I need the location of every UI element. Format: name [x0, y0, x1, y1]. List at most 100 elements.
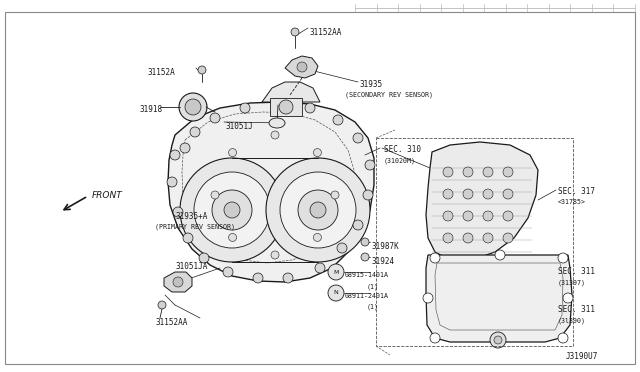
Circle shape [291, 28, 299, 36]
Circle shape [179, 93, 207, 121]
Circle shape [228, 148, 237, 157]
Circle shape [490, 332, 506, 348]
Bar [270, 98, 302, 116]
Circle shape [563, 293, 573, 303]
Circle shape [463, 189, 473, 199]
Circle shape [483, 167, 493, 177]
Text: N: N [333, 291, 339, 295]
Text: SEC. 310: SEC. 310 [384, 145, 421, 154]
Circle shape [190, 127, 200, 137]
Text: 31935+A: 31935+A [175, 212, 207, 221]
Circle shape [503, 189, 513, 199]
Text: (PRIMARY REV SENSOR): (PRIMARY REV SENSOR) [155, 224, 235, 231]
Text: 31924: 31924 [372, 257, 395, 266]
Circle shape [314, 148, 321, 157]
Circle shape [315, 263, 325, 273]
Circle shape [463, 167, 473, 177]
Text: 08911-2401A: 08911-2401A [345, 293, 389, 299]
Text: <31785>: <31785> [558, 199, 586, 205]
Circle shape [310, 202, 326, 218]
Polygon shape [168, 102, 374, 282]
Text: 08915-1401A: 08915-1401A [345, 272, 389, 278]
Circle shape [503, 211, 513, 221]
Circle shape [443, 189, 453, 199]
Circle shape [328, 285, 344, 301]
Circle shape [558, 333, 568, 343]
Text: (1): (1) [367, 283, 379, 289]
Circle shape [558, 253, 568, 263]
Circle shape [494, 336, 502, 344]
Circle shape [266, 158, 370, 262]
Circle shape [443, 211, 453, 221]
Text: 31987K: 31987K [372, 242, 400, 251]
Text: (SECONDARY REV SENSOR): (SECONDARY REV SENSOR) [345, 92, 433, 99]
Circle shape [503, 167, 513, 177]
Text: 31051J: 31051J [226, 122, 253, 131]
Text: SEC. 311: SEC. 311 [558, 305, 595, 314]
Circle shape [495, 335, 505, 345]
Circle shape [253, 273, 263, 283]
Circle shape [430, 253, 440, 263]
Circle shape [483, 211, 493, 221]
Circle shape [279, 100, 293, 114]
Circle shape [331, 191, 339, 199]
Circle shape [240, 103, 250, 113]
Circle shape [361, 238, 369, 246]
Text: (31020M): (31020M) [384, 157, 416, 164]
Circle shape [305, 103, 315, 113]
Circle shape [353, 133, 363, 143]
Circle shape [185, 99, 201, 115]
Text: 31152AA: 31152AA [310, 28, 342, 37]
Polygon shape [262, 82, 320, 102]
Circle shape [199, 253, 209, 263]
Text: 31152A: 31152A [148, 68, 176, 77]
Text: SEC. 317: SEC. 317 [558, 187, 595, 196]
Circle shape [180, 158, 284, 262]
Circle shape [365, 160, 375, 170]
Circle shape [363, 190, 373, 200]
Polygon shape [285, 56, 318, 78]
Circle shape [298, 190, 338, 230]
Text: (1): (1) [367, 304, 379, 311]
Circle shape [483, 189, 493, 199]
Circle shape [483, 233, 493, 243]
Polygon shape [426, 142, 538, 260]
Polygon shape [164, 272, 192, 292]
Polygon shape [426, 255, 572, 342]
Circle shape [353, 220, 363, 230]
Circle shape [228, 233, 237, 241]
Circle shape [283, 273, 293, 283]
Circle shape [297, 62, 307, 72]
Circle shape [198, 66, 206, 74]
Bar [376, 138, 573, 346]
Circle shape [180, 143, 190, 153]
Text: 31051JA: 31051JA [175, 262, 207, 271]
Circle shape [503, 233, 513, 243]
Circle shape [314, 233, 321, 241]
Circle shape [173, 207, 183, 217]
Text: M: M [333, 269, 339, 275]
Circle shape [223, 267, 233, 277]
Circle shape [210, 113, 220, 123]
Circle shape [167, 177, 177, 187]
Text: SEC. 311: SEC. 311 [558, 267, 595, 276]
Circle shape [212, 190, 252, 230]
Circle shape [337, 243, 347, 253]
Circle shape [423, 293, 433, 303]
Text: (3l390): (3l390) [558, 317, 586, 324]
Text: (31397): (31397) [558, 279, 586, 285]
Circle shape [271, 131, 279, 139]
Circle shape [173, 277, 183, 287]
Circle shape [170, 150, 180, 160]
Circle shape [183, 233, 193, 243]
Text: 31918: 31918 [140, 105, 163, 114]
Text: J3190U7: J3190U7 [566, 352, 598, 361]
Circle shape [194, 172, 270, 248]
Circle shape [443, 167, 453, 177]
Circle shape [361, 253, 369, 261]
Circle shape [271, 251, 279, 259]
Circle shape [275, 101, 285, 111]
Circle shape [280, 172, 356, 248]
Text: 31935: 31935 [360, 80, 383, 89]
Circle shape [224, 202, 240, 218]
